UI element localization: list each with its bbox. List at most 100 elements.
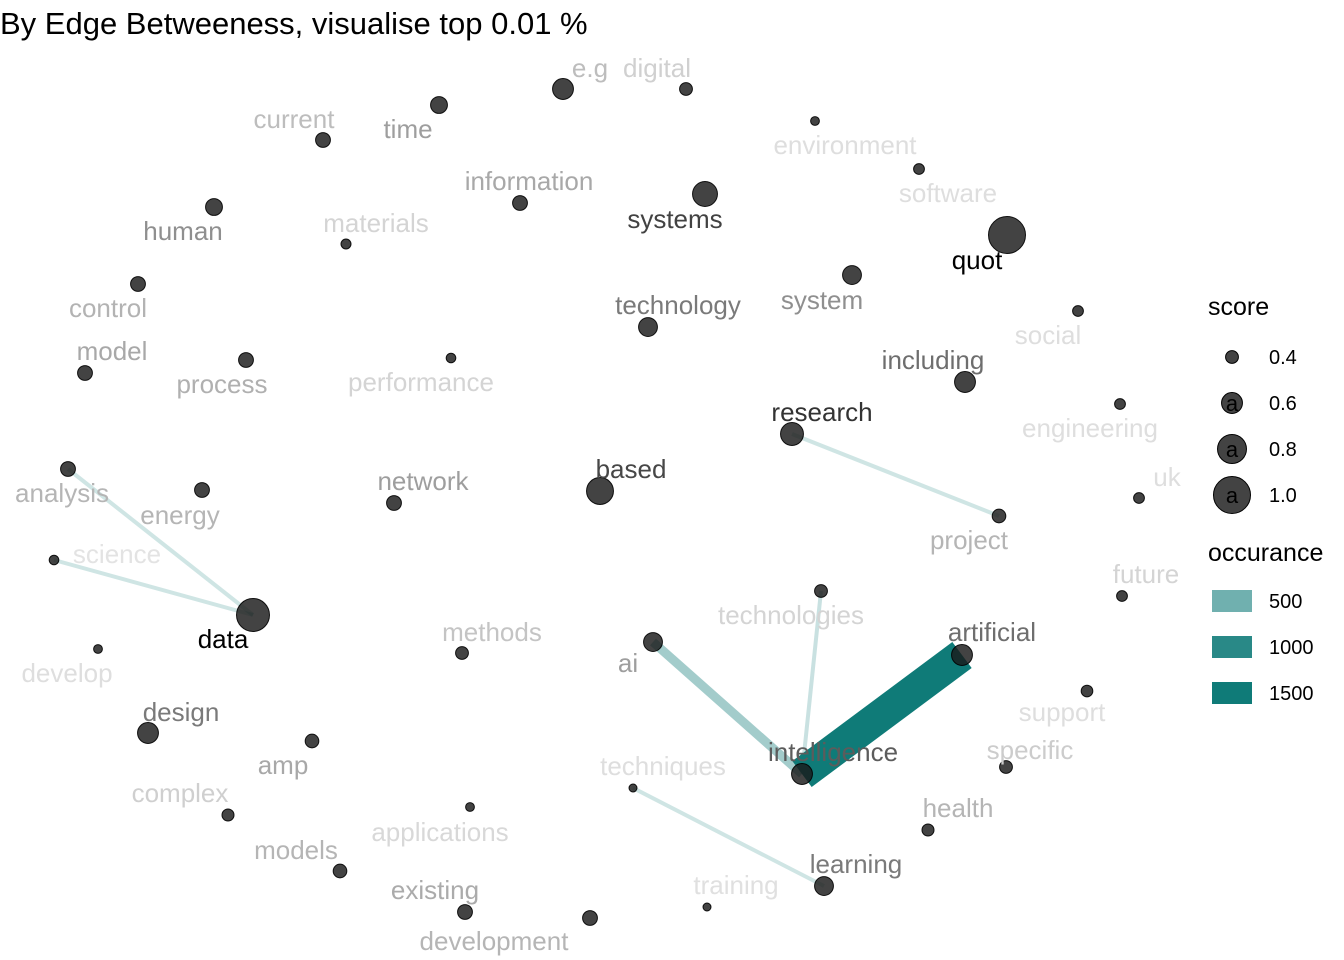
node-label-analysis: analysis	[15, 478, 109, 508]
node-network	[386, 495, 402, 511]
node-science	[48, 554, 60, 566]
legend-score-glyph-3: a	[1226, 483, 1239, 508]
node-label-current: current	[254, 104, 336, 134]
node-label-information: information	[465, 166, 594, 196]
node-time	[430, 96, 448, 114]
node-label-materials: materials	[323, 208, 428, 238]
legend-score-label-2: 0.8	[1269, 439, 1297, 461]
node-analysis	[60, 461, 76, 477]
node-label-existing: existing	[391, 875, 479, 905]
node-control	[130, 276, 146, 292]
legend-score-title: score	[1208, 293, 1269, 321]
node-systems	[692, 181, 718, 207]
node-model	[77, 365, 93, 381]
legend-occurance-label-2: 1500	[1269, 683, 1314, 705]
node-label-research: research	[771, 397, 872, 427]
node-techniques	[628, 783, 638, 793]
legend-score-label-3: 1.0	[1269, 485, 1297, 507]
node-data	[236, 598, 270, 632]
node-label-complex: complex	[132, 778, 229, 808]
node-energy	[194, 482, 210, 498]
node-develop	[93, 644, 103, 654]
node-ai	[643, 632, 663, 652]
node-e.g	[552, 78, 574, 100]
node-future	[1116, 590, 1128, 602]
node-label-digital: digital	[623, 53, 691, 83]
node-label-ai: ai	[618, 648, 638, 678]
node-environment	[810, 116, 820, 126]
legend-score-keys: 0.4 a 0.6 a 0.8 a 1.0	[1213, 347, 1297, 514]
node-system	[842, 265, 862, 285]
node-label-applications: applications	[371, 817, 508, 847]
edge-data-science	[53, 558, 254, 617]
node-learning	[814, 876, 834, 896]
nodes-layer	[48, 78, 1145, 926]
node-research	[780, 422, 804, 446]
node-software	[913, 163, 925, 175]
edge-research-project	[791, 432, 1000, 518]
node-label-performance: performance	[348, 367, 494, 397]
node-label-amp: amp	[258, 750, 309, 780]
edges-layer	[53, 432, 1000, 888]
legend-score-key-1	[1221, 392, 1243, 414]
node-label-methods: methods	[442, 617, 542, 647]
node-label-systems: systems	[627, 204, 722, 234]
legend-occurance-key-1	[1212, 636, 1252, 658]
node-label-models: models	[254, 835, 338, 865]
labels-layer: e.g digital current time environment software…	[15, 53, 1182, 956]
node-label-health: health	[923, 793, 994, 823]
node-information	[512, 195, 528, 211]
node-label-social: social	[1015, 320, 1081, 350]
node-support	[1080, 684, 1094, 698]
node-label-artificial: artificial	[948, 617, 1036, 647]
node-label-control: control	[69, 293, 147, 323]
node-label-future: future	[1113, 559, 1180, 589]
legend-score-label-1: 0.6	[1269, 393, 1297, 415]
node-specific	[999, 760, 1013, 774]
node-label-specific: specific	[987, 735, 1074, 765]
node-complex	[221, 808, 235, 822]
node-label-quot: quot	[952, 245, 1003, 275]
chart-title: By Edge Betweeness, visualise top 0.01 %	[0, 6, 588, 41]
node-existing	[457, 904, 473, 920]
node-label-techniques: techniques	[600, 751, 726, 781]
node-label-intelligence: intelligence	[768, 737, 898, 767]
legend-score-glyph-1: a	[1226, 391, 1239, 416]
node-technologies	[814, 584, 828, 598]
node-project	[991, 508, 1007, 524]
node-label-network: network	[377, 466, 469, 496]
node-label-including: including	[882, 345, 985, 375]
legend-score-key-3	[1213, 476, 1251, 514]
node-based	[586, 477, 614, 505]
node-health	[921, 823, 935, 837]
node-engineering	[1114, 398, 1126, 410]
legend-occurance-title: occurance	[1208, 539, 1323, 567]
node-label-project: project	[930, 525, 1009, 555]
legend-occurance-label-0: 500	[1269, 591, 1302, 613]
node-amp	[304, 733, 320, 749]
node-quot	[988, 216, 1026, 254]
node-label-science: science	[73, 539, 161, 569]
node-label-human: human	[143, 216, 223, 246]
legend-score-key-0	[1225, 350, 1239, 364]
node-artificial	[951, 644, 973, 666]
node-label-technologies: technologies	[718, 600, 864, 630]
node-label-energy: energy	[140, 500, 220, 530]
edge-artificial-intelligence	[792, 642, 972, 787]
edge-data-analysis	[66, 467, 255, 617]
edge-ai-intelligence	[650, 638, 805, 778]
legend: score 0.4 a 0.6 a 0.8 a 1.0 occurance 500 1000 1…	[1208, 293, 1323, 705]
node-label-training: training	[693, 870, 778, 900]
node-label-support: support	[1019, 697, 1106, 727]
edge-technologies-intelligence	[800, 590, 823, 775]
node-label-software: software	[899, 178, 997, 208]
node-methods	[455, 646, 469, 660]
node-label-data: data	[198, 624, 249, 654]
node-performance	[445, 352, 457, 364]
node-label-model: model	[77, 336, 148, 366]
node-label-process: process	[176, 369, 267, 399]
legend-occurance-key-0	[1212, 590, 1252, 612]
node-label-design: design	[143, 697, 220, 727]
node-training	[702, 902, 712, 912]
node-process	[238, 352, 254, 368]
